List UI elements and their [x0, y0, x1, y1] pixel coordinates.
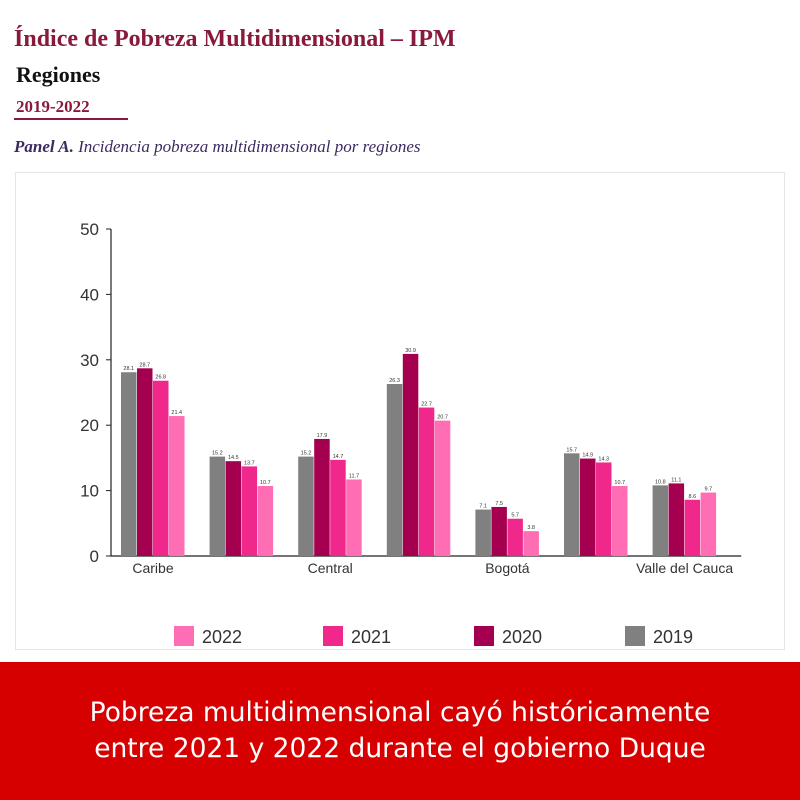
- x-tick-label: Caribe: [132, 560, 173, 576]
- legend-swatch-2022: [174, 626, 194, 646]
- bar-2021: [241, 466, 258, 556]
- y-tick-label: 20: [80, 416, 99, 435]
- bar-2021: [684, 499, 701, 556]
- data-label: 5.7: [511, 513, 519, 519]
- data-label: 10.8: [655, 479, 666, 485]
- data-label: 28.7: [139, 362, 150, 368]
- bar-2021: [418, 407, 435, 556]
- bar-2021: [507, 518, 523, 556]
- headline-line-2: entre 2021 y 2022 durante el gobierno Du…: [94, 733, 706, 764]
- data-label: 3.8: [527, 525, 535, 531]
- data-label: 22.7: [421, 402, 432, 408]
- data-label: 10.7: [260, 480, 271, 486]
- bar-2021: [330, 459, 346, 556]
- bar-2019: [121, 372, 137, 556]
- bar-2021: [596, 462, 612, 556]
- panel-prefix: Panel A.: [14, 137, 74, 156]
- bar-2019: [386, 383, 403, 556]
- chart-container: 0 10 20 30 40 50 28.1 28.7 26.8 21.4 Caribe 15.2 14.…: [15, 172, 785, 650]
- data-label: 7.5: [495, 501, 503, 507]
- bar-2022: [434, 420, 451, 556]
- headline-text: Pobreza multidimensional cayó históricam…: [70, 695, 731, 767]
- y-tick-label: 0: [90, 547, 99, 566]
- x-tick-label: Bogotá: [485, 560, 530, 576]
- bar-2022: [169, 416, 185, 556]
- data-label: 15.2: [212, 451, 223, 457]
- data-label: 15.2: [301, 451, 312, 457]
- bar-2022: [700, 492, 717, 556]
- data-label: 11.1: [671, 477, 681, 483]
- data-label: 8.6: [689, 494, 697, 500]
- data-label: 10.7: [614, 480, 625, 486]
- bar-2019: [209, 456, 226, 556]
- bar-2020: [668, 483, 685, 556]
- data-label: 14.7: [333, 454, 344, 460]
- data-label: 17.9: [317, 433, 328, 439]
- headline-banner: Pobreza multidimensional cayó históricam…: [0, 662, 800, 800]
- bar-2019: [298, 456, 314, 556]
- bar-2020: [137, 368, 153, 556]
- y-tick-label: 50: [80, 220, 99, 239]
- data-label: 14.9: [582, 453, 593, 459]
- legend-label-2022: 2022: [202, 627, 242, 647]
- data-label: 28.1: [123, 366, 134, 372]
- legend-label-2021: 2021: [351, 627, 391, 647]
- y-tick-label: 10: [80, 482, 99, 501]
- bar-2020: [491, 506, 507, 556]
- data-label: 20.7: [437, 415, 448, 421]
- bar-2020: [580, 458, 596, 556]
- x-tick-label: Central: [308, 560, 353, 576]
- period-underline: [14, 118, 128, 120]
- data-label: 26.3: [389, 378, 400, 384]
- bar-2022: [612, 486, 628, 556]
- legend-swatch-2020: [474, 626, 494, 646]
- panel-caption: Panel A. Incidencia pobreza multidimensi…: [14, 137, 421, 157]
- data-label: 11.7: [349, 473, 359, 479]
- legend-label-2020: 2020: [502, 627, 542, 647]
- data-label: 21.4: [171, 410, 182, 416]
- bar-2020: [402, 353, 419, 556]
- data-label: 7.1: [479, 504, 487, 510]
- bar-2022: [257, 486, 274, 556]
- data-label: 26.8: [155, 375, 166, 381]
- chart-title: Índice de Pobreza Multidimensional – IPM: [14, 26, 456, 52]
- data-label: 30.9: [405, 348, 416, 354]
- headline-line-1: Pobreza multidimensional cayó históricam…: [89, 697, 711, 728]
- y-tick-label: 30: [80, 351, 99, 370]
- x-tick-label: Valle del Cauca: [636, 560, 733, 576]
- data-label: 9.7: [705, 487, 713, 493]
- bar-2019: [564, 453, 580, 556]
- period-label: 2019-2022: [16, 97, 90, 116]
- bar-2019: [475, 509, 491, 556]
- panel-text: Incidencia pobreza multidimensional por …: [78, 137, 421, 156]
- data-label: 14.5: [228, 455, 239, 461]
- data-label: 13.7: [244, 460, 255, 466]
- bar-2019: [652, 485, 669, 556]
- legend-swatch-2021: [323, 626, 343, 646]
- bar-2021: [153, 380, 169, 556]
- y-tick-label: 40: [80, 285, 99, 304]
- bar-2022: [523, 531, 539, 556]
- data-label: 15.7: [566, 447, 577, 453]
- bar-2020: [225, 461, 242, 556]
- bar-2022: [346, 479, 362, 556]
- bar-2020: [314, 438, 330, 556]
- chart-subtitle: Regiones: [16, 62, 101, 87]
- data-label: 14.3: [598, 456, 609, 462]
- legend-label-2019: 2019: [653, 627, 693, 647]
- legend-swatch-2019: [625, 626, 645, 646]
- bar-chart: 0 10 20 30 40 50 28.1 28.7 26.8 21.4 Caribe 15.2 14.…: [80, 220, 742, 647]
